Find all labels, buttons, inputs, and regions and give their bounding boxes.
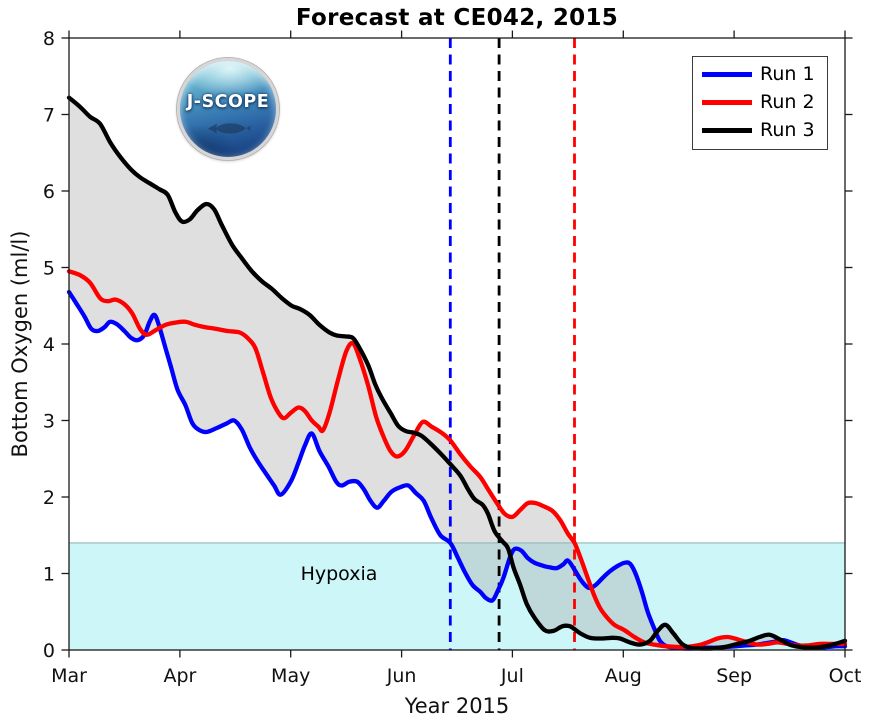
x-tick-label: Sep (716, 665, 752, 687)
x-tick-label: Apr (163, 665, 196, 687)
y-tick-label: 2 (43, 487, 55, 509)
legend-entry-run2: Run 2 (702, 90, 818, 113)
y-tick-label: 1 (43, 564, 55, 586)
y-tick-label: 5 (43, 258, 55, 280)
y-tick-label: 7 (43, 105, 55, 127)
x-tick-label: Jun (386, 665, 417, 687)
x-tick-label: Aug (605, 665, 642, 687)
run-3-line-swatch (702, 127, 752, 133)
run-1-line-swatch (702, 71, 752, 77)
x-tick-label: May (271, 665, 310, 687)
hypoxia-annotation: Hypoxia (300, 563, 378, 585)
legend-box: Run 1 Run 2 Run 3 (692, 56, 828, 150)
legend-label-run3: Run 3 (760, 118, 815, 141)
legend-label-run2: Run 2 (760, 90, 815, 113)
y-tick-label: 3 (43, 411, 55, 433)
run-3-line (66, 95, 848, 651)
y-tick-label: 6 (43, 181, 55, 203)
chart-title: Forecast at CE042, 2015 (295, 5, 619, 31)
x-tick-label: Jul (500, 665, 524, 687)
legend-entry-run1: Run 1 (702, 64, 818, 85)
fish-icon (208, 123, 251, 134)
legend-label-run1: Run 1 (760, 63, 815, 85)
y-axis-label: Bottom Oxygen (ml/l) (8, 230, 32, 458)
x-tick-label: Oct (829, 665, 862, 687)
jscope-logo-text: J-SCOPE (186, 92, 270, 112)
legend-entry-run3: Run 3 (702, 118, 818, 141)
x-tick-label: Mar (51, 665, 87, 687)
y-tick-label: 4 (43, 334, 55, 356)
jscope-logo: J-SCOPE (177, 58, 279, 160)
x-axis-label: Year 2015 (404, 694, 510, 718)
ensemble-envelope (69, 97, 845, 649)
y-tick-label: 0 (43, 640, 55, 662)
y-tick-label: 8 (43, 28, 55, 50)
run-2-line-swatch (702, 99, 752, 105)
